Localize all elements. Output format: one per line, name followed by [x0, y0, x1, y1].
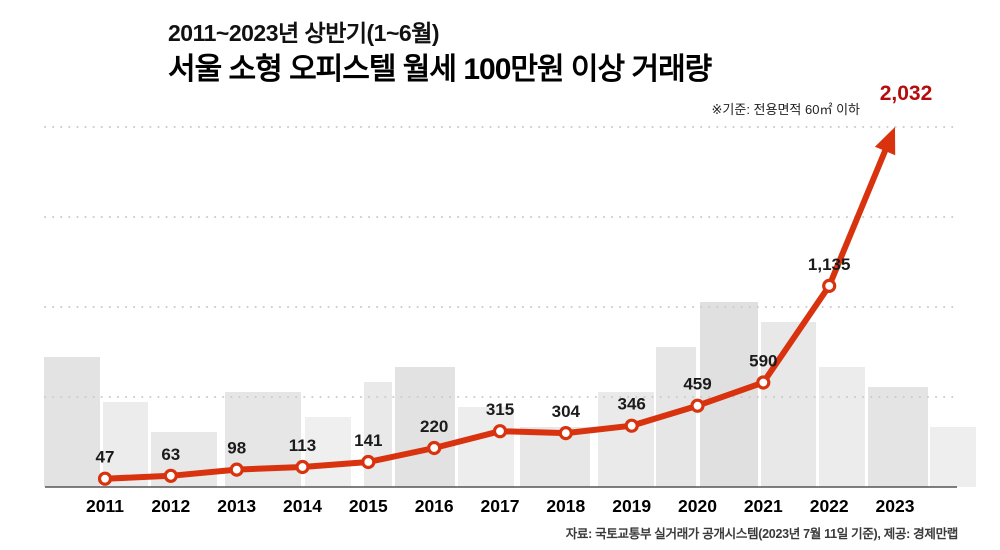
data-point-marker: [229, 462, 244, 477]
year-label: 2021: [744, 496, 783, 516]
value-label: 1,135: [808, 255, 851, 274]
value-label: 63: [161, 445, 180, 464]
year-label: 2016: [415, 496, 454, 516]
building-silhouette: [458, 407, 514, 487]
value-label: 459: [683, 375, 711, 394]
data-point-marker: [361, 454, 376, 470]
year-label: 2011: [86, 496, 124, 516]
chart-note: ※기준: 전용면적 60㎡ 이하: [711, 102, 860, 117]
year-label: 2023: [876, 496, 915, 516]
value-label: 315: [486, 400, 514, 419]
chart-title: 서울 소형 오피스텔 월세 100만원 이상 거래량: [168, 53, 712, 86]
value-label-final: 2,032: [880, 82, 933, 105]
data-source-caption: 자료: 국토교통부 실거래가 공개시스템(2023년 7월 11일 기준), 제…: [565, 527, 959, 541]
data-point-marker: [97, 471, 113, 486]
year-label: 2022: [810, 496, 849, 516]
value-label: 590: [749, 352, 777, 371]
value-label: 47: [96, 448, 115, 467]
data-point-marker: [624, 418, 639, 433]
data-point-marker: [690, 398, 705, 413]
value-label: 141: [354, 431, 382, 450]
data-point-marker: [163, 468, 178, 483]
year-label: 2013: [217, 496, 256, 516]
building-silhouette: [395, 367, 455, 487]
building-silhouette: [598, 392, 654, 487]
arrowhead-icon: [874, 127, 896, 156]
year-label: 2012: [151, 496, 190, 516]
data-point-marker: [822, 278, 837, 293]
building-silhouette: [520, 427, 590, 487]
building-silhouette: [868, 387, 928, 487]
building-silhouette: [364, 382, 392, 487]
year-label: 2014: [283, 496, 322, 516]
value-label: 220: [420, 417, 448, 436]
chart-subtitle: 2011~2023년 상반기(1~6월): [168, 20, 440, 46]
building-silhouette: [930, 427, 976, 487]
value-label: 113: [289, 436, 316, 455]
value-label: 346: [618, 395, 646, 414]
building-silhouette: [305, 417, 351, 487]
year-label: 2019: [612, 496, 651, 516]
year-label: 2017: [481, 496, 520, 516]
data-point-marker: [756, 375, 771, 390]
year-label: 2018: [546, 496, 585, 516]
building-silhouette: [44, 357, 100, 487]
data-point-marker: [427, 440, 442, 456]
value-label: 98: [227, 439, 246, 458]
data-point-marker: [558, 426, 573, 441]
value-label: 304: [552, 402, 581, 421]
building-silhouette: [819, 367, 865, 487]
data-point-marker: [492, 424, 508, 439]
data-point-marker: [295, 459, 310, 475]
year-label: 2020: [678, 496, 717, 516]
year-label: 2015: [349, 496, 388, 516]
building-silhouette: [103, 402, 148, 487]
